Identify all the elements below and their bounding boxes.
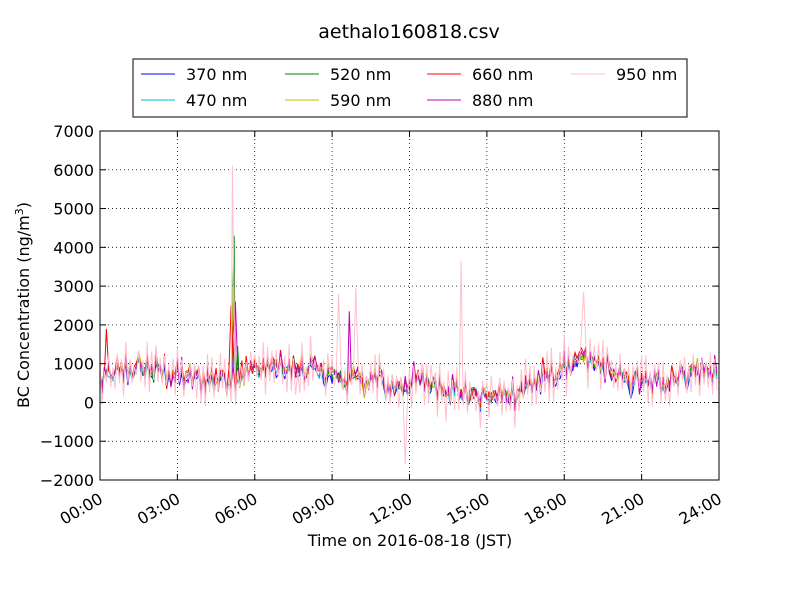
y-tick-label: 2000 <box>53 316 94 335</box>
legend-label: 590 nm <box>330 91 391 110</box>
chart-title: aethalo160818.csv <box>318 21 500 43</box>
y-axis-label: BC Concentration (ng/m3) <box>13 202 33 408</box>
y-tick-label: 4000 <box>53 238 94 257</box>
y-axis-label-superscript: 3 <box>13 208 26 215</box>
series-line-950-nm <box>99 165 718 465</box>
legend-label: 660 nm <box>472 65 533 84</box>
legend-label: 470 nm <box>186 91 247 110</box>
y-tick-label: 1000 <box>53 355 94 374</box>
y-axis-label-main: BC Concentration (ng/m <box>14 215 33 408</box>
legend-label: 520 nm <box>330 65 391 84</box>
legend-label: 950 nm <box>616 65 677 84</box>
x-axis-label: Time on 2016-08-18 (JST) <box>307 531 512 550</box>
y-tick-label: −2000 <box>40 471 94 490</box>
legend: 370 nm 470 nm 520 nm 590 nm 660 nm 880 nm 950 … <box>132 58 688 118</box>
y-tick-label: 7000 <box>53 122 94 141</box>
series-layer <box>99 165 718 465</box>
legend-box <box>132 58 688 118</box>
y-tick-label: 5000 <box>53 200 94 219</box>
axis-ticks <box>99 130 720 481</box>
y-axis-label-end: ) <box>14 202 33 208</box>
y-tick-labels: −2000 −1000 0 1000 2000 3000 4000 5000 6000 7000 <box>40 122 94 490</box>
y-tick-label: 6000 <box>53 161 94 180</box>
y-tick-label: −1000 <box>40 432 94 451</box>
legend-label: 370 nm <box>186 65 247 84</box>
legend-label: 880 nm <box>472 91 533 110</box>
y-tick-label: 3000 <box>53 277 94 296</box>
y-tick-label: 0 <box>84 393 94 412</box>
